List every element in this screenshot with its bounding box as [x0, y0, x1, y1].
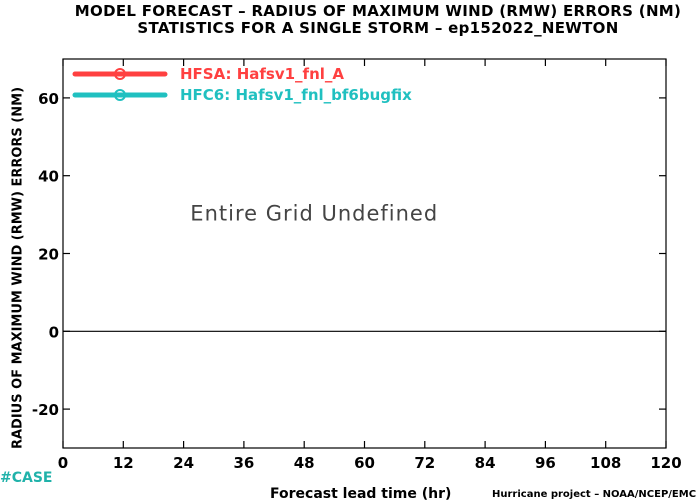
y-tick-label: 60 [38, 90, 59, 108]
legend-label: HFSA: Hafsv1_fnl_A [180, 65, 344, 83]
legend-marker [114, 68, 126, 80]
x-tick-label: 96 [535, 454, 556, 472]
x-tick-label: 72 [414, 454, 435, 472]
case-label: #CASE [0, 470, 53, 486]
plot-frame [62, 58, 667, 449]
chart-subtitle: STATISTICS FOR A SINGLE STORM – ep152022… [137, 19, 619, 37]
legend-label: HFC6: Hafsv1_fnl_bf6bugfix [180, 86, 412, 104]
x-tick-label: 48 [294, 454, 315, 472]
x-tick-label: 24 [173, 454, 194, 472]
x-tick-label: 36 [233, 454, 254, 472]
legend-marker [114, 89, 126, 101]
x-axis-label: Forecast lead time (hr) [270, 486, 452, 502]
chart-title: MODEL FORECAST – RADIUS OF MAXIMUM WIND … [74, 2, 682, 20]
undefined-grid-annotation: Entire Grid Undefined [190, 202, 438, 226]
x-tick-label: 12 [113, 454, 134, 472]
x-tick-label: 108 [590, 454, 621, 472]
x-tick-label: 120 [650, 454, 681, 472]
y-axis-label: RADIUS OF MAXIMUM WIND (RMW) ERRORS (NM) [10, 86, 26, 450]
y-tick-label: 40 [38, 168, 59, 186]
y-tick-label: 0 [49, 323, 59, 341]
x-tick-label: 84 [475, 454, 496, 472]
x-tick-label: 0 [58, 454, 68, 472]
credit-label: Hurricane project – NOAA/NCEP/EMC [492, 489, 697, 500]
x-tick-label: 60 [354, 454, 375, 472]
y-tick-label: 20 [38, 246, 59, 264]
y-tick-label: -20 [32, 401, 59, 419]
